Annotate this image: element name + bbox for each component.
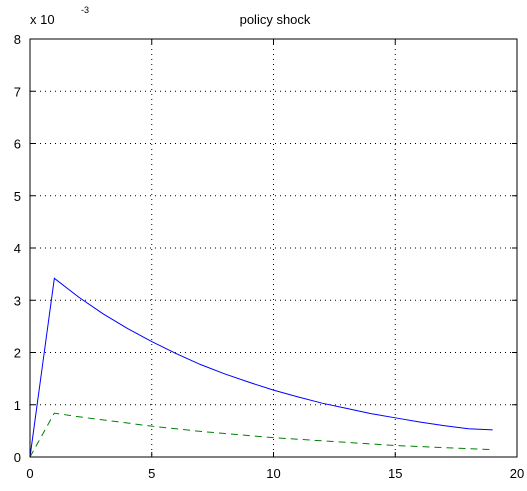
- x-tick-label: 0: [26, 466, 33, 481]
- y-multiplier-exponent: -3: [81, 5, 89, 15]
- y-tick-label: 5: [14, 189, 21, 204]
- y-tick-label: 0: [14, 450, 21, 465]
- series-line-2: [29, 412, 493, 458]
- y-multiplier: x 10: [30, 12, 55, 27]
- tick-labels: 0 5 10 15 20 0 1 2 3 4 5 6 7 8: [14, 32, 524, 481]
- y-tick-label: 1: [14, 398, 21, 413]
- series-line-1: [29, 277, 493, 458]
- y-tick-label: 4: [14, 241, 21, 256]
- y-tick-label: 3: [14, 293, 21, 308]
- y-tick-label: 2: [14, 346, 21, 361]
- x-tick-label: 20: [510, 466, 524, 481]
- x-tick-label: 15: [388, 466, 402, 481]
- grid: [30, 39, 517, 457]
- series-layer: [29, 277, 493, 458]
- y-tick-label: 6: [14, 137, 21, 152]
- x-tick-label: 10: [266, 466, 280, 481]
- chart-title: policy shock: [240, 12, 311, 27]
- y-tick-label: 7: [14, 84, 21, 99]
- x-tick-label: 5: [148, 466, 155, 481]
- ticks: [29, 38, 518, 458]
- y-tick-label: 8: [14, 32, 21, 47]
